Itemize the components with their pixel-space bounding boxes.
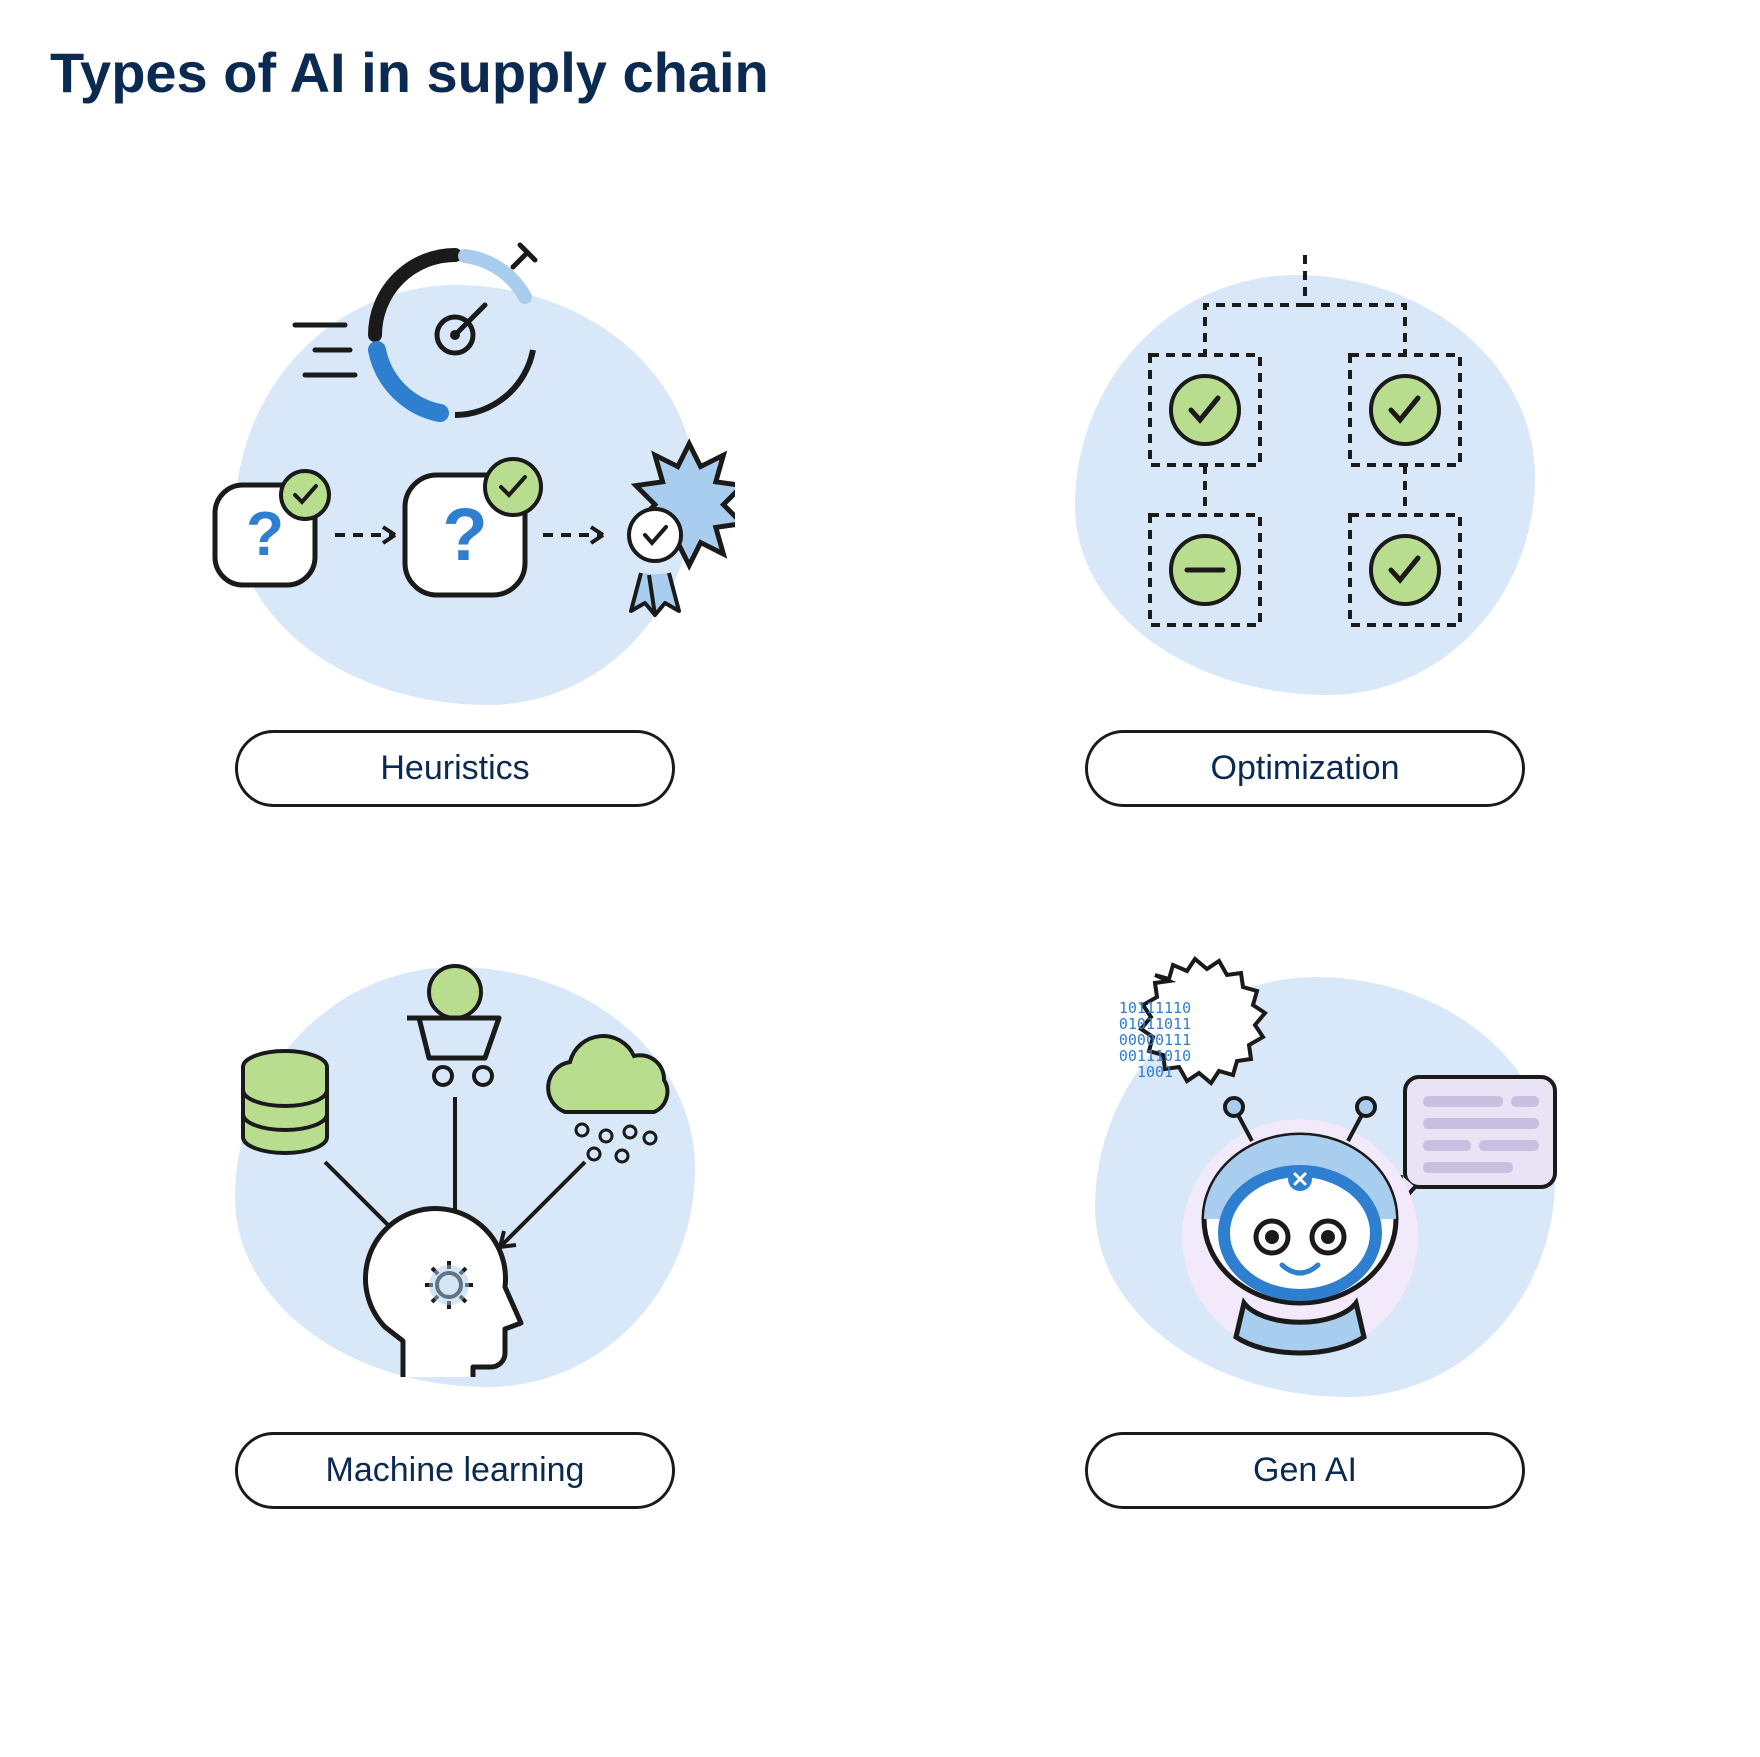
label-optimization: Optimization [1211,749,1400,787]
pill-heuristics: Heuristics [235,730,675,807]
svg-text:?: ? [442,493,487,576]
illustration-optimization [1025,225,1585,705]
label-genai: Gen AI [1253,1451,1357,1489]
genai-icon: 10111110 01011011 00000111 00111010 1001 [1025,927,1585,1407]
card-genai: 10111110 01011011 00000111 00111010 1001 [960,927,1650,1509]
card-optimization: Optimization [960,225,1650,807]
optimization-icon [1025,225,1585,705]
illustration-heuristics: ? ? [175,225,735,705]
ml-icon [175,927,735,1407]
label-ml: Machine learning [326,1451,585,1489]
label-heuristics: Heuristics [380,749,529,787]
svg-text:?: ? [246,500,284,569]
illustration-ml [175,927,735,1407]
pill-optimization: Optimization [1085,730,1525,807]
illustration-genai: 10111110 01011011 00000111 00111010 1001 [1025,927,1585,1407]
page-title: Types of AI in supply chain [50,40,1710,105]
pill-genai: Gen AI [1085,1432,1525,1509]
card-heuristics: ? ? [110,225,800,807]
heuristics-icon: ? ? [175,225,735,705]
pill-ml: Machine learning [235,1432,675,1509]
card-ml: Machine learning [110,927,800,1509]
card-grid: ? ? [50,225,1710,1509]
svg-text:1001: 1001 [1137,1063,1173,1081]
